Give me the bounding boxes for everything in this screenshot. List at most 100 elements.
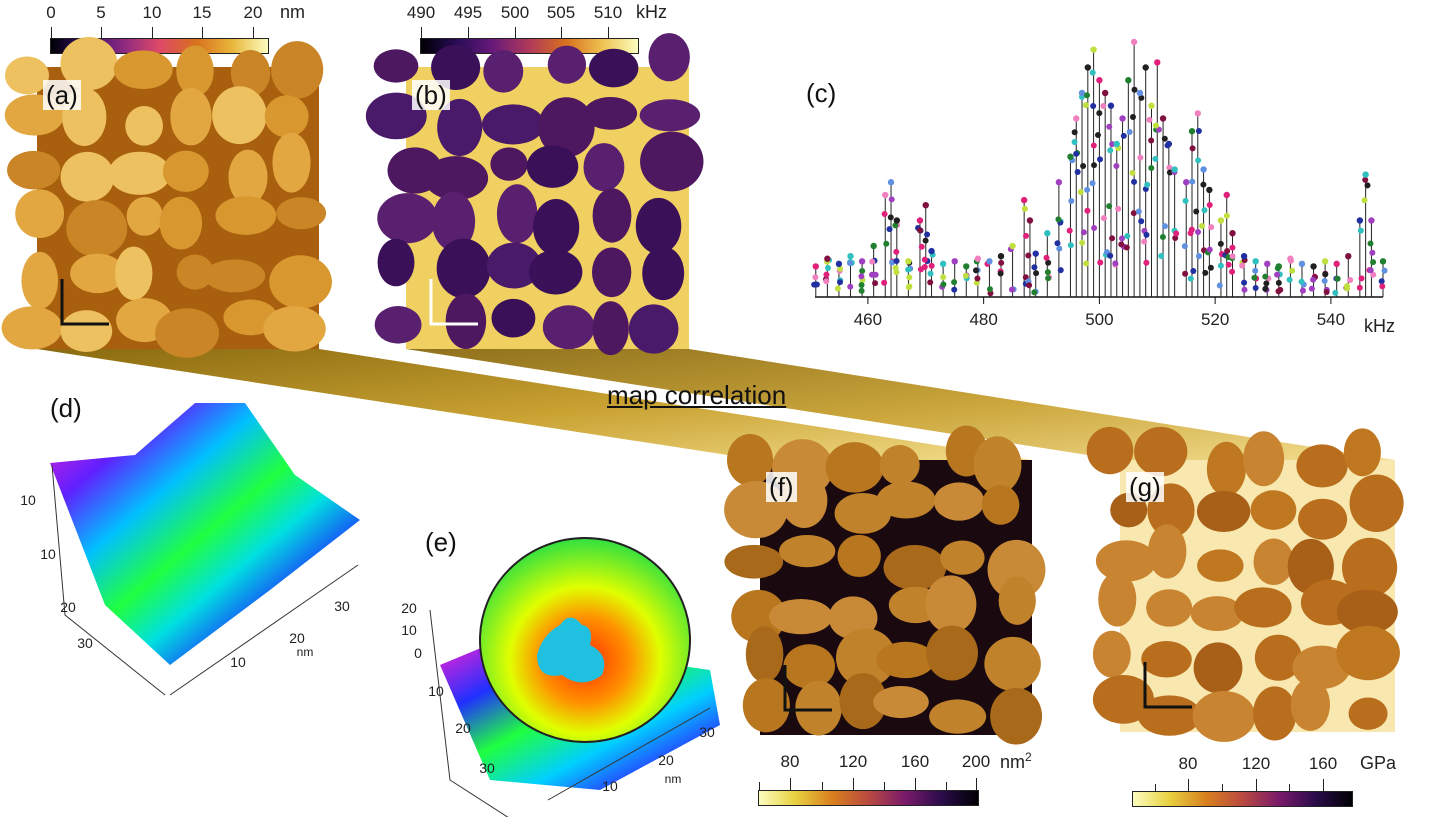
grain — [228, 149, 268, 205]
grain — [547, 45, 587, 84]
stem-peak-marker — [1188, 128, 1196, 135]
stem-marker — [1216, 282, 1223, 289]
stem-marker — [1021, 205, 1028, 212]
stem-marker — [1091, 225, 1098, 232]
grain — [1095, 540, 1157, 582]
stem-peak-marker — [1229, 230, 1236, 237]
stem-marker — [1135, 208, 1142, 215]
stem-marker — [1358, 275, 1365, 282]
stem-marker — [1239, 262, 1246, 269]
stem-peak-marker — [905, 258, 912, 265]
grain — [1296, 444, 1348, 488]
grain — [1243, 431, 1285, 487]
tick-label: 20 — [243, 3, 263, 22]
stem-marker — [1143, 259, 1150, 266]
grain — [926, 625, 978, 681]
stem-marker — [974, 275, 981, 282]
grain — [377, 238, 415, 287]
stem-marker — [1166, 164, 1173, 171]
stem-marker — [1118, 235, 1125, 242]
stem-marker — [928, 262, 935, 269]
grain — [114, 246, 153, 301]
grain — [7, 150, 61, 190]
stem-marker — [834, 285, 841, 292]
stem-marker — [823, 271, 830, 278]
stem-marker — [1229, 253, 1236, 260]
e-x-tick: 10 — [602, 778, 618, 794]
stem-marker — [1334, 275, 1341, 282]
stem-marker — [1161, 223, 1168, 230]
stem-marker — [906, 274, 913, 281]
stem-marker — [1217, 240, 1224, 247]
stem-marker — [1109, 235, 1116, 242]
tick-label: 490 — [406, 3, 436, 22]
stem-peak-marker — [1223, 191, 1230, 199]
grain — [635, 197, 682, 255]
tick-label: 200 — [961, 752, 991, 771]
stem-marker — [1310, 276, 1317, 283]
stem-marker — [1322, 271, 1329, 278]
stem-marker — [1199, 222, 1206, 229]
stem-peak-marker — [1055, 179, 1063, 186]
stem-marker — [1071, 138, 1078, 145]
stem-marker — [888, 259, 895, 266]
stem-marker — [1144, 181, 1151, 188]
d-y-tick: 30 — [77, 635, 93, 651]
stem-marker — [1229, 244, 1236, 251]
stem-marker — [986, 286, 993, 293]
stem-marker — [1123, 244, 1130, 251]
stem-marker — [1129, 169, 1136, 176]
stem-peak-marker — [916, 217, 924, 224]
stem-peak-marker — [1275, 263, 1283, 270]
stem-marker — [823, 278, 830, 285]
stem-peak-marker — [928, 247, 935, 255]
stem-marker — [881, 211, 888, 218]
grain — [642, 246, 685, 301]
stem-peak-marker — [1298, 260, 1306, 268]
tick-label: 80 — [780, 752, 800, 771]
stem-marker — [1321, 277, 1328, 284]
stem-marker — [1129, 113, 1136, 120]
grain — [1336, 589, 1398, 634]
stem-marker — [1202, 269, 1209, 276]
stem-peak-marker — [1321, 258, 1329, 265]
stem-peak-marker — [1113, 140, 1120, 148]
grain — [60, 151, 115, 202]
panel-label-f: (f) — [766, 472, 797, 503]
stem-marker — [1188, 226, 1195, 233]
stem-marker — [1200, 181, 1207, 188]
grain — [835, 628, 896, 688]
panel-label-b: (b) — [412, 80, 450, 111]
grain — [215, 196, 277, 235]
stem-peak-marker — [1107, 102, 1115, 109]
surface-plot-d — [50, 403, 360, 696]
stem-marker — [872, 271, 879, 278]
stem-marker — [940, 281, 947, 288]
stem-marker — [1141, 238, 1148, 245]
stem-marker — [1193, 208, 1200, 215]
grain — [1190, 596, 1244, 632]
stem-peak-marker — [922, 202, 929, 209]
grain — [583, 143, 625, 192]
colorbar-gradient — [758, 790, 979, 806]
stem-marker — [1379, 283, 1386, 290]
stem-peak-marker — [858, 258, 866, 265]
stem-marker — [1130, 210, 1137, 217]
stem-marker — [1367, 240, 1374, 247]
stem-marker — [1166, 169, 1173, 176]
grain — [1, 306, 63, 350]
stem-marker — [1173, 230, 1180, 237]
stem-marker — [1208, 224, 1215, 231]
grain — [1349, 474, 1404, 533]
stem-peak-marker — [986, 258, 993, 265]
stem-marker — [1206, 201, 1213, 208]
grain — [1348, 697, 1388, 730]
stem-marker — [1323, 288, 1330, 295]
tick-label: 495 — [453, 3, 483, 22]
tick-label: 5 — [96, 3, 106, 22]
stem-marker — [1094, 132, 1101, 139]
stem-marker — [1138, 218, 1145, 225]
grain — [1092, 630, 1131, 678]
stem-marker — [883, 240, 890, 247]
grain — [483, 49, 524, 93]
